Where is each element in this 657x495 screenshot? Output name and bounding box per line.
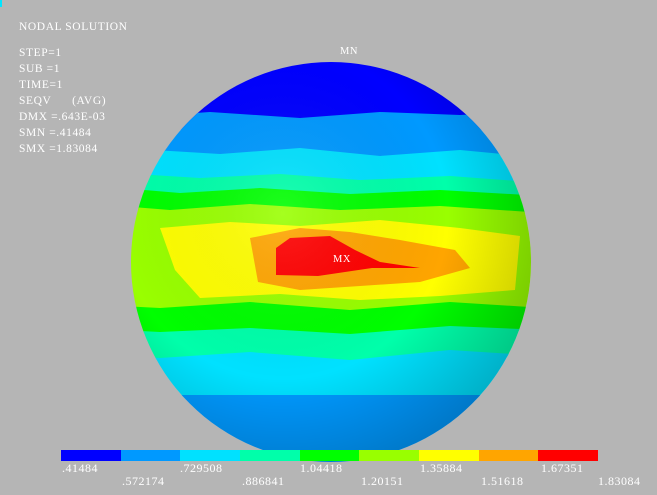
info-result-type: SEQV (AVG) [19, 95, 107, 107]
info-step: STEP=1 [19, 47, 62, 59]
info-smx: SMX =1.83084 [19, 143, 98, 155]
legend-value-top-1: .41484 [62, 461, 98, 475]
legend-swatch-8 [478, 450, 539, 461]
legend-value-bottom-4: 1.51618 [481, 474, 524, 488]
legend-value-top-2: .729508 [180, 461, 223, 475]
legend-value-bottom-5: 1.83084 [598, 474, 641, 488]
legend-value-top-4: 1.35884 [420, 461, 463, 475]
max-marker-label: MX [333, 254, 352, 265]
legend-value-bottom-2: .886841 [242, 474, 285, 488]
legend-swatch-2 [120, 450, 181, 461]
legend-swatch-4 [240, 450, 300, 461]
sphere-shading [131, 62, 531, 462]
info-sub: SUB =1 [19, 63, 61, 75]
legend-value-top-3: 1.04418 [300, 461, 343, 475]
contour-legend-bar [61, 450, 599, 461]
info-dmx: DMX =.643E-03 [19, 111, 106, 123]
legend-value-bottom-3: 1.20151 [361, 474, 404, 488]
legend-swatch-5 [299, 450, 360, 461]
solution-info-block: STEP=1 SUB =1 TIME=1 SEQV (AVG) DMX =.64… [19, 47, 106, 159]
info-time: TIME=1 [19, 79, 63, 91]
info-smn: SMN =.41484 [19, 127, 92, 139]
contour-bands [131, 62, 531, 462]
legend-value-top-5: 1.67351 [541, 461, 584, 475]
legend-swatch-6 [359, 450, 420, 461]
window-number-indicator [0, 0, 2, 7]
legend-swatch-9 [538, 450, 599, 461]
min-marker-label: MN [340, 46, 359, 57]
legend-value-bottom-1: .572174 [122, 474, 165, 488]
plot-title: NODAL SOLUTION [19, 21, 128, 33]
legend-swatch-1 [61, 450, 121, 461]
legend-swatch-7 [419, 450, 479, 461]
legend-swatch-3 [180, 450, 241, 461]
